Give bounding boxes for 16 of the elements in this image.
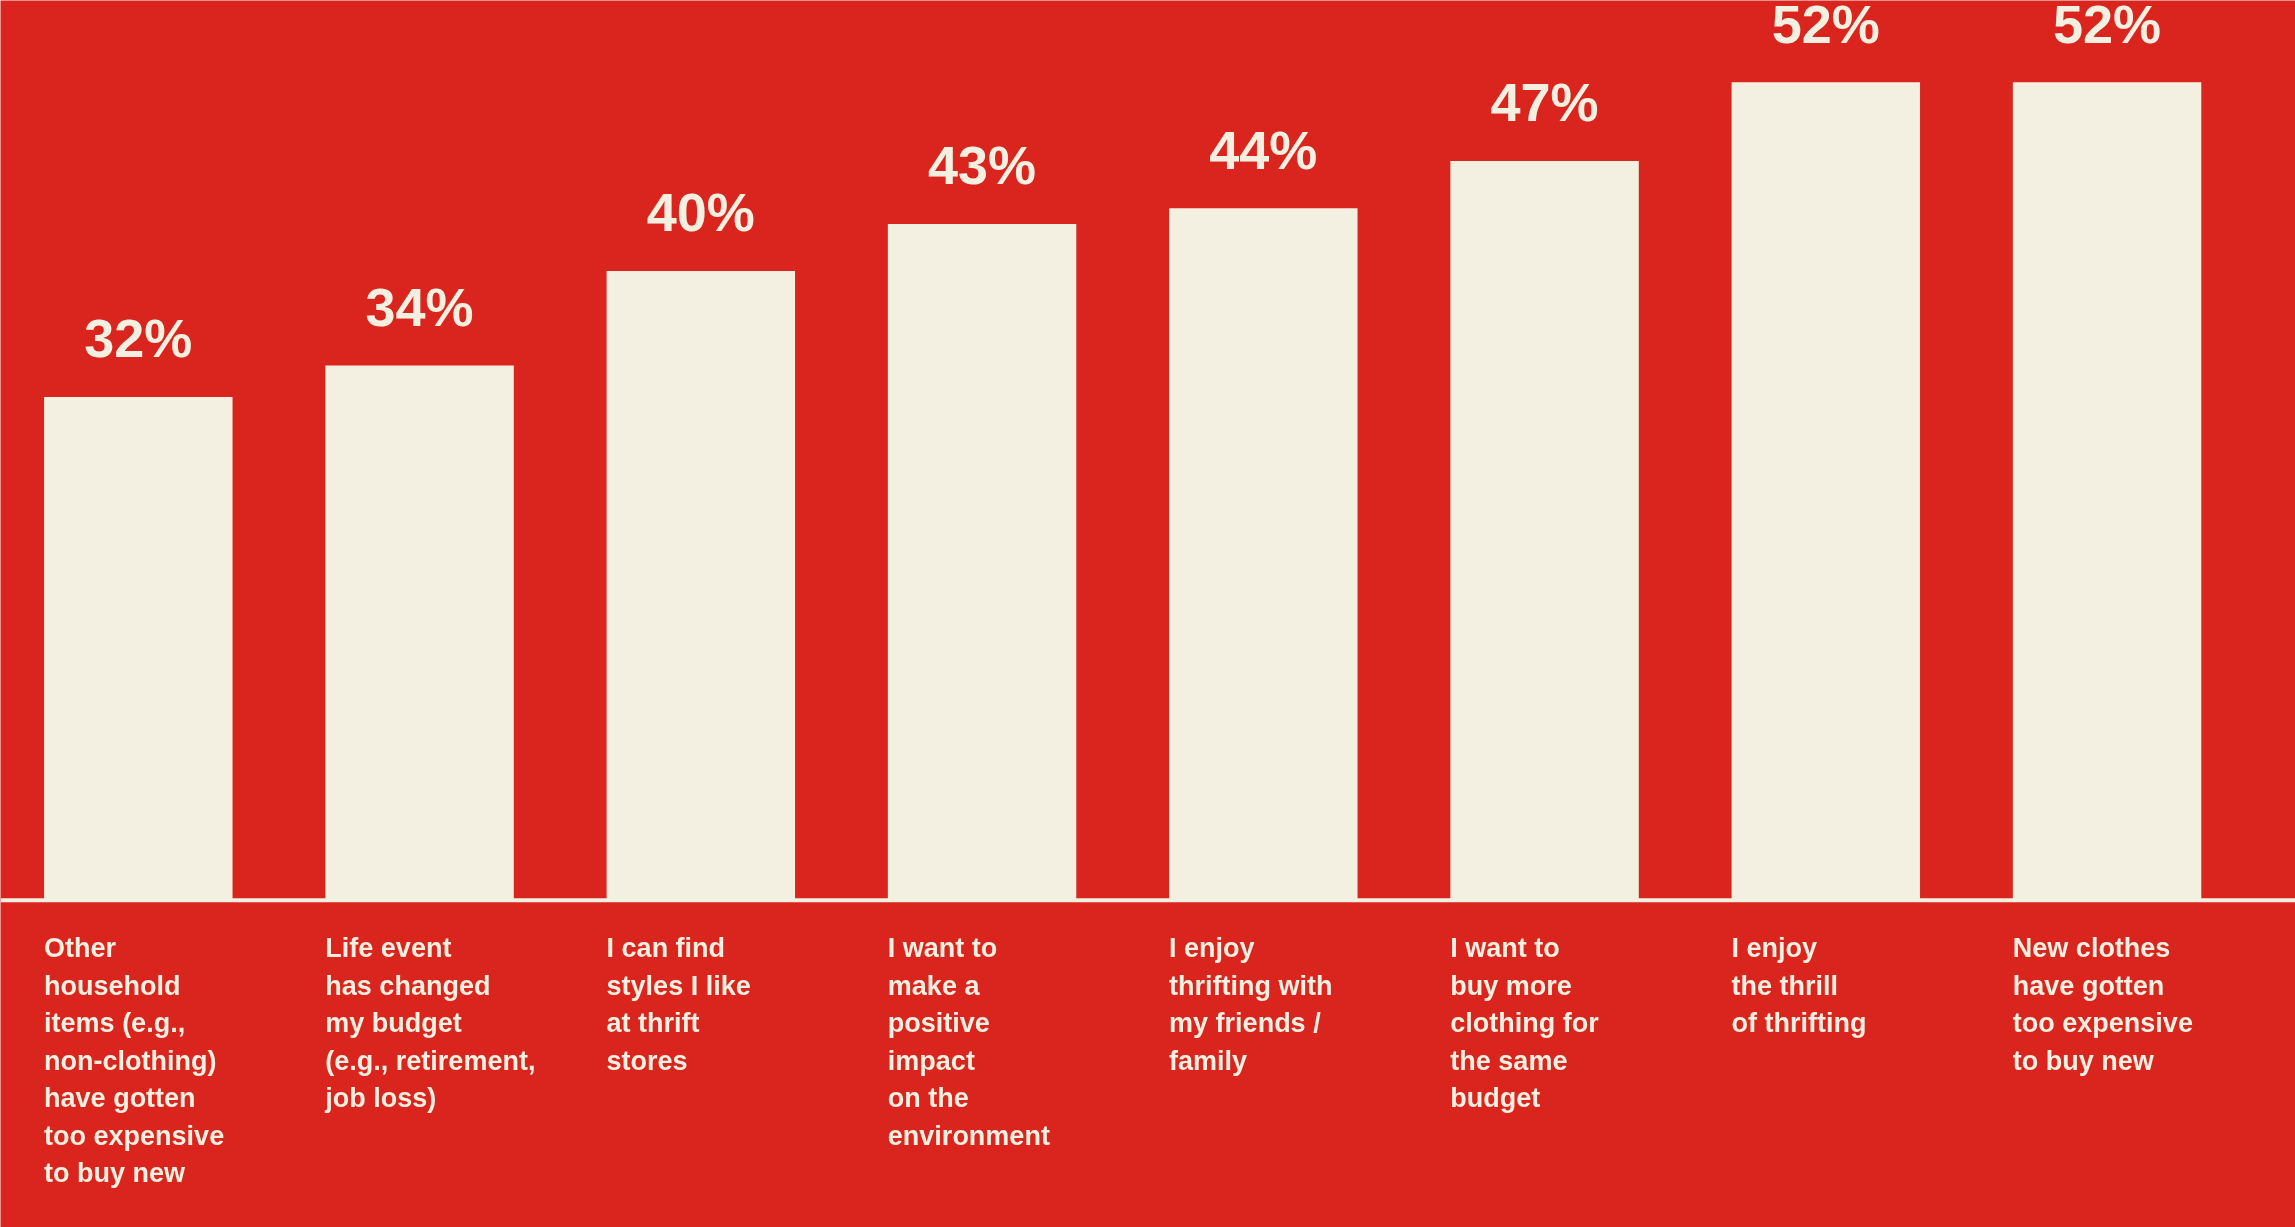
x-tick-label: Life event has changed my budget (e.g., retirement, job loss) — [324, 933, 536, 1114]
data-label: 47% — [1490, 72, 1599, 133]
x-tick-label: I want to make a positive impact on the environment — [887, 933, 1050, 1151]
x-tick-label: I enjoy the thrill of thrifting — [1731, 933, 1867, 1039]
data-label: 43% — [928, 135, 1037, 196]
data-label: 52% — [2053, 0, 2162, 54]
data-label: 44% — [1209, 119, 1318, 180]
x-tick-label: I enjoy thrifting with my friends / family — [1169, 933, 1333, 1076]
x-tick-label: New clothes have gotten too expensive to buy new — [2012, 933, 2193, 1076]
x-tick-label: I want to buy more clothing for the same budget — [1450, 933, 1600, 1114]
data-label: 40% — [646, 182, 755, 243]
data-label: 32% — [84, 308, 193, 369]
data-label: 52% — [1771, 0, 1880, 54]
x-tick-label: I can find styles I like at thrift stores — [606, 933, 751, 1076]
x-tick-label: Other household items (e.g., non-clothing) have gotten too expensive to buy new — [44, 933, 225, 1189]
data-label: 34% — [365, 276, 474, 337]
